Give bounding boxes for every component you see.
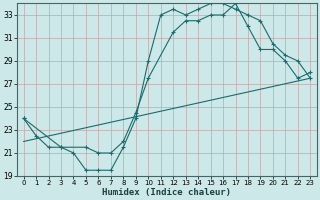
X-axis label: Humidex (Indice chaleur): Humidex (Indice chaleur) — [102, 188, 231, 197]
